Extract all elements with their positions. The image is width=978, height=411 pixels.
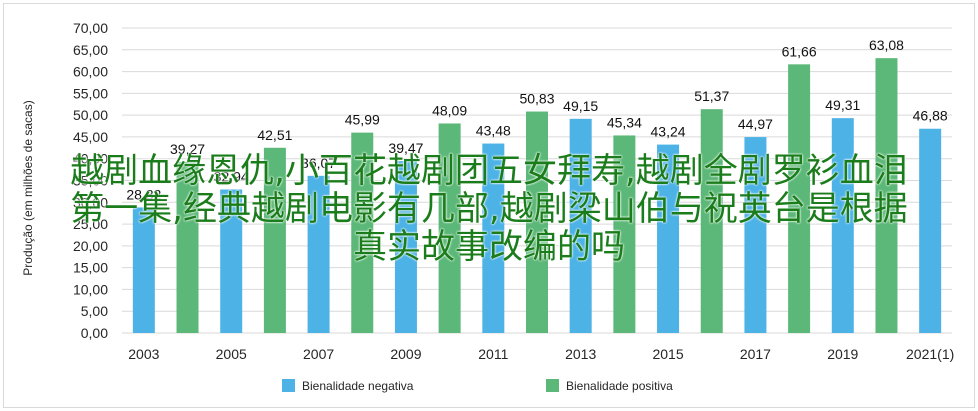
data-label: 63,08 [869,37,904,53]
y-tick-label: 60,00 [73,64,108,80]
data-label: 28,82 [126,186,161,202]
data-label: 48,09 [432,102,467,118]
y-tick-label: 50,00 [73,107,108,123]
bar-2009 [394,161,417,333]
data-label: 36,07 [301,155,336,171]
bar-2017 [744,137,767,333]
y-tick-label: 40,00 [73,151,108,167]
bar-2016 [700,109,723,333]
chart-frame [3,3,975,408]
data-label: 49,31 [825,97,860,113]
y-tick-label: 55,00 [73,85,108,101]
bar-2004 [176,161,199,333]
y-tick-label: 25,00 [73,216,108,232]
gridlines [122,27,952,334]
y-tick-label: 45,00 [73,129,108,145]
y-tick-label: 20,00 [73,238,108,254]
y-tick-label: 0,00 [81,325,108,341]
legend-swatch [546,379,559,392]
x-tick-labels: 2003 2005 2007 2009 2011 2013 2015 2017 2019 2021… [128,346,954,362]
y-tick-label: 30,00 [73,194,108,210]
data-label: 51,37 [694,88,729,104]
data-label: 45,34 [607,114,642,130]
legend: Bienalidade negativa Bienalidade positiva [282,379,673,393]
x-tick-label: 2019 [827,346,858,362]
data-label: 43,24 [651,124,686,140]
y-tick-labels: 0,00 5,00 10,00 15,00 20,00 25,00 30,00 35,00 40… [73,20,108,341]
x-tick-label: 2011 [478,346,508,362]
y-tick-label: 65,00 [73,42,108,58]
bar-2013 [569,118,592,333]
x-tick-label: 2003 [128,346,159,362]
data-label: 44,97 [738,116,773,132]
data-label: 39,27 [170,141,205,157]
bar-2015 [657,144,680,333]
y-tick-label: 15,00 [73,260,108,276]
x-tick-label: 2015 [652,346,683,362]
bars [132,58,942,334]
x-tick-label: 2021(1) [906,346,954,362]
data-label: 49,15 [563,98,598,114]
y-tick-label: 70,00 [73,20,108,36]
bar-2021(1) [919,128,942,333]
bar-2012 [526,111,548,333]
y-tick-label: 10,00 [73,281,108,297]
bar-2006 [263,147,286,333]
x-tick-label: 2017 [740,346,771,362]
y-tick-label: 5,00 [81,303,108,319]
data-label: 42,51 [257,127,292,143]
bar-2018 [788,64,811,334]
legend-label: Bienalidade negativa [302,379,414,393]
bar-2011 [482,143,505,333]
bar-2020 [875,58,898,333]
legend-label: Bienalidade positiva [566,379,673,393]
y-tick-label: 35,00 [73,173,108,189]
bar-2014 [613,135,636,333]
data-label: 43,48 [476,123,511,139]
data-label: 39,47 [388,140,423,156]
bar-2007 [307,175,330,333]
bar-2010 [438,123,461,333]
data-label: 45,99 [345,112,380,128]
x-tick-label: 2009 [390,346,421,362]
bar-2019 [831,118,854,333]
bar-2008 [351,132,374,333]
data-label: 32,94 [214,168,249,184]
y-axis-label: Produção (em milhões de sacas) [21,100,35,275]
data-label: 46,88 [913,108,948,124]
data-label: 50,83 [519,91,554,107]
x-tick-label: 2013 [565,346,596,362]
data-labels: 28,82 39,27 32,94 42,51 36,07 45,99 39,47 48,09… [126,37,948,202]
bar-2005 [220,189,243,333]
data-label: 61,66 [782,43,817,59]
x-tick-label: 2005 [216,346,247,362]
bar-2003 [132,207,155,333]
x-tick-label: 2007 [303,346,334,362]
legend-swatch [282,379,295,392]
